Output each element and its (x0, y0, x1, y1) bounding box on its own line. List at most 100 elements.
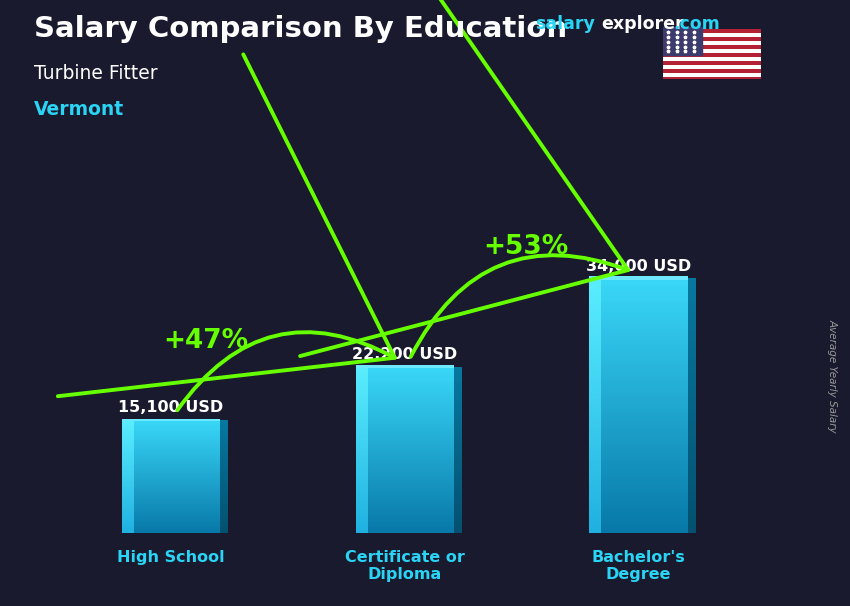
Bar (454, 394, 462, 396)
Bar (122, 438, 133, 440)
Bar (220, 445, 228, 447)
Bar (355, 419, 367, 421)
Bar (220, 504, 228, 505)
Bar (122, 424, 133, 425)
Bar (220, 474, 228, 475)
Bar (355, 421, 454, 423)
Bar (688, 435, 695, 438)
Bar (590, 339, 601, 342)
Bar (355, 490, 454, 491)
Text: 22,200 USD: 22,200 USD (352, 347, 457, 362)
Bar (454, 385, 462, 388)
Bar (688, 485, 695, 488)
Bar (454, 436, 462, 438)
Bar (688, 453, 695, 457)
Bar (590, 304, 601, 307)
Bar (122, 471, 220, 473)
Bar (688, 351, 695, 355)
Bar (590, 470, 601, 473)
Bar (355, 454, 454, 456)
Bar (355, 448, 454, 450)
Bar (590, 492, 601, 495)
Bar (355, 369, 367, 371)
Bar (688, 339, 695, 342)
Bar (688, 380, 695, 384)
Bar (590, 278, 601, 281)
Bar (355, 367, 454, 369)
Bar (590, 409, 688, 412)
Bar (590, 304, 688, 307)
Bar (590, 313, 601, 316)
Bar (590, 345, 601, 348)
Bar (355, 510, 454, 513)
Bar (454, 527, 462, 529)
Bar (590, 412, 601, 415)
Bar (590, 412, 688, 415)
Bar (590, 511, 688, 514)
Bar (122, 525, 220, 526)
Text: Turbine Fitter: Turbine Fitter (34, 64, 157, 82)
Bar (590, 298, 601, 301)
Bar (590, 473, 601, 476)
Bar (590, 444, 688, 447)
Bar (688, 441, 695, 444)
Bar (688, 409, 695, 412)
Bar (355, 404, 367, 406)
Bar (590, 476, 688, 479)
Bar (355, 456, 454, 458)
Bar (220, 509, 228, 511)
Bar (454, 396, 462, 398)
Bar (355, 377, 454, 379)
Bar (590, 355, 601, 358)
Bar (688, 329, 695, 332)
Bar (122, 425, 133, 427)
Bar (454, 379, 462, 381)
Bar (454, 377, 462, 379)
Bar (122, 507, 133, 508)
Bar (688, 298, 695, 301)
Bar (454, 404, 462, 406)
Bar (122, 496, 133, 498)
Bar (454, 398, 462, 400)
Bar (590, 450, 601, 453)
Bar (122, 441, 133, 442)
Bar (220, 524, 228, 525)
Bar (454, 531, 462, 533)
Bar (122, 467, 133, 468)
Text: Vermont: Vermont (34, 100, 124, 119)
Bar (122, 516, 220, 518)
Bar (590, 501, 601, 505)
Bar (220, 532, 228, 533)
Bar (355, 436, 454, 438)
Bar (122, 508, 220, 509)
Bar (688, 527, 695, 530)
Bar (355, 394, 454, 396)
Bar (220, 496, 228, 498)
Bar (355, 396, 454, 398)
Bar (220, 462, 228, 464)
Bar (355, 496, 367, 498)
Bar (688, 396, 695, 399)
Bar (590, 291, 688, 294)
Bar (688, 470, 695, 473)
Bar (355, 491, 454, 494)
Bar (122, 524, 220, 525)
Bar (355, 388, 454, 390)
Bar (355, 446, 454, 448)
Bar (590, 518, 688, 521)
Bar (590, 339, 688, 342)
Bar (122, 474, 133, 475)
Bar (688, 530, 695, 533)
Bar (688, 406, 695, 409)
Bar (590, 495, 688, 498)
Bar (122, 494, 133, 495)
Bar (122, 521, 220, 522)
Bar (122, 461, 220, 462)
Bar (590, 406, 601, 409)
Bar (454, 450, 462, 452)
Bar (590, 505, 601, 508)
Bar (220, 487, 228, 488)
Bar (454, 406, 462, 408)
Bar (220, 451, 228, 453)
Bar (355, 521, 367, 523)
